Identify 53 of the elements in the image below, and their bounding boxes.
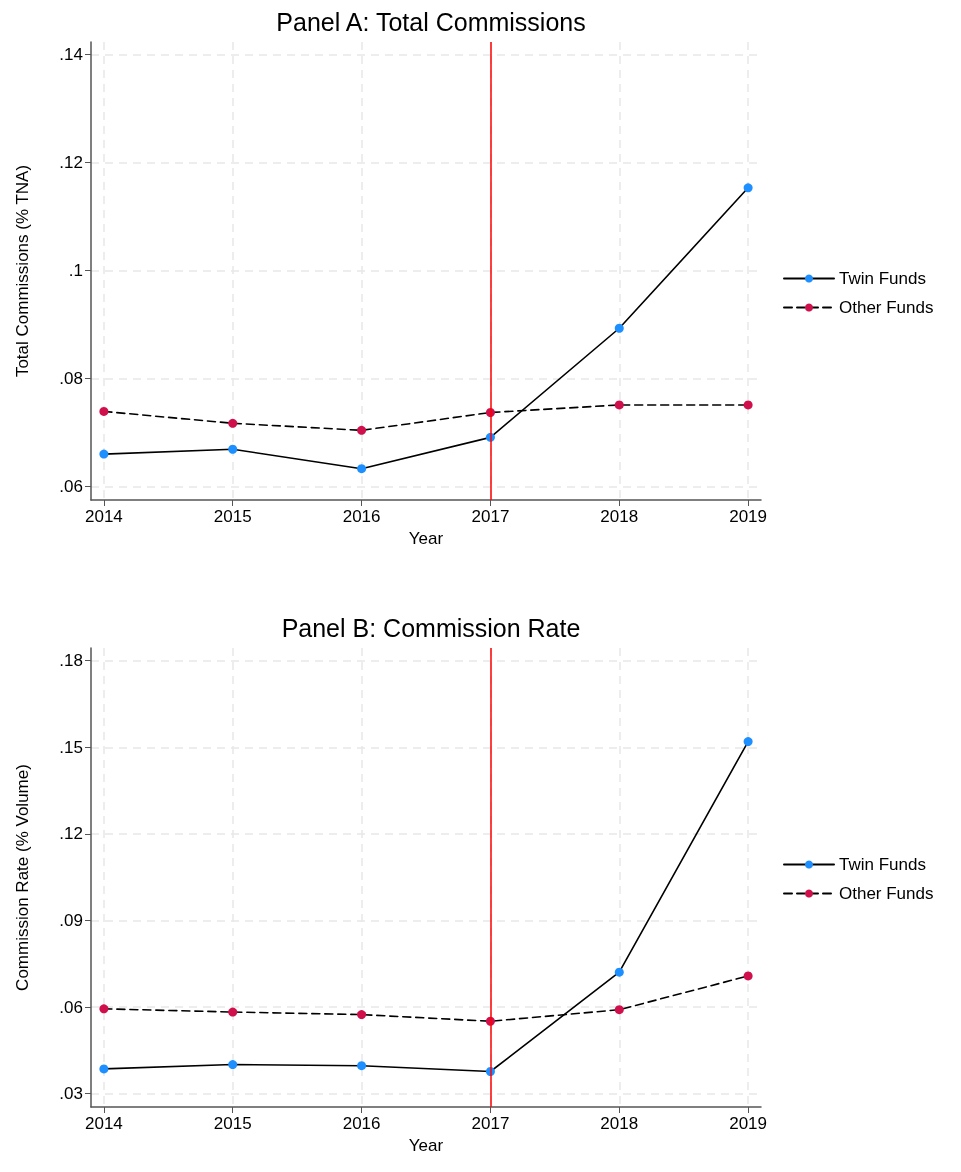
point [99, 406, 109, 416]
x-axis-title: Year [408, 1136, 444, 1155]
x-tick-label: 2014 [84, 507, 123, 526]
point [357, 1010, 367, 1020]
point [228, 1007, 238, 1017]
x-tick-label: 2019 [729, 1114, 768, 1133]
y-tick-label: .06 [59, 477, 83, 496]
y-tick-label: .09 [59, 911, 83, 931]
legend-label: Other Funds [839, 884, 934, 903]
x-tick-label: 2016 [342, 507, 381, 526]
point [99, 449, 109, 459]
x-tick-label: 2017 [471, 507, 510, 526]
y-tick-label: .12 [59, 152, 83, 172]
point [357, 1061, 367, 1071]
legend-label: Other Funds [839, 298, 934, 317]
y-axis-title: Total Commissions (% TNA) [13, 164, 32, 378]
x-tick-label: 2018 [600, 1114, 639, 1133]
x-tick-label: 2018 [600, 507, 639, 526]
y-tick-label: .18 [59, 651, 83, 671]
y-tick-label: .1 [68, 260, 83, 280]
y-tick-label: .08 [59, 368, 83, 388]
point [743, 737, 753, 747]
y-tick-label: .06 [59, 997, 83, 1017]
x-axis-title: Year [408, 529, 444, 548]
x-tick-label: 2014 [84, 1114, 123, 1133]
x-tick-label: 2016 [342, 1114, 381, 1133]
point [357, 464, 367, 474]
x-tick-label: 2017 [471, 1114, 510, 1133]
point [743, 400, 753, 410]
y-axis-title: Commission Rate (% Volume) [13, 764, 32, 991]
chart-title: Panel A: Total Commissions [276, 7, 586, 36]
point [228, 418, 238, 428]
x-tick-label: 2015 [213, 1114, 252, 1133]
point [99, 1004, 109, 1014]
point [743, 183, 753, 193]
x-tick-label: 2019 [729, 507, 768, 526]
point [228, 1060, 238, 1070]
chart-title: Panel B: Commission Rate [281, 613, 581, 642]
point [614, 323, 624, 333]
legend-label: Twin Funds [839, 855, 926, 874]
y-tick-label: .15 [59, 737, 83, 757]
point [357, 425, 367, 435]
legend-label: Twin Funds [839, 269, 926, 288]
y-tick-label: .12 [59, 824, 83, 844]
point [614, 400, 624, 410]
x-tick-label: 2015 [213, 507, 252, 526]
point [614, 1005, 624, 1015]
y-tick-label: .03 [59, 1084, 83, 1104]
point [614, 967, 624, 977]
point [743, 971, 753, 981]
point [228, 444, 238, 454]
y-tick-label: .14 [59, 44, 83, 64]
point [99, 1064, 109, 1074]
